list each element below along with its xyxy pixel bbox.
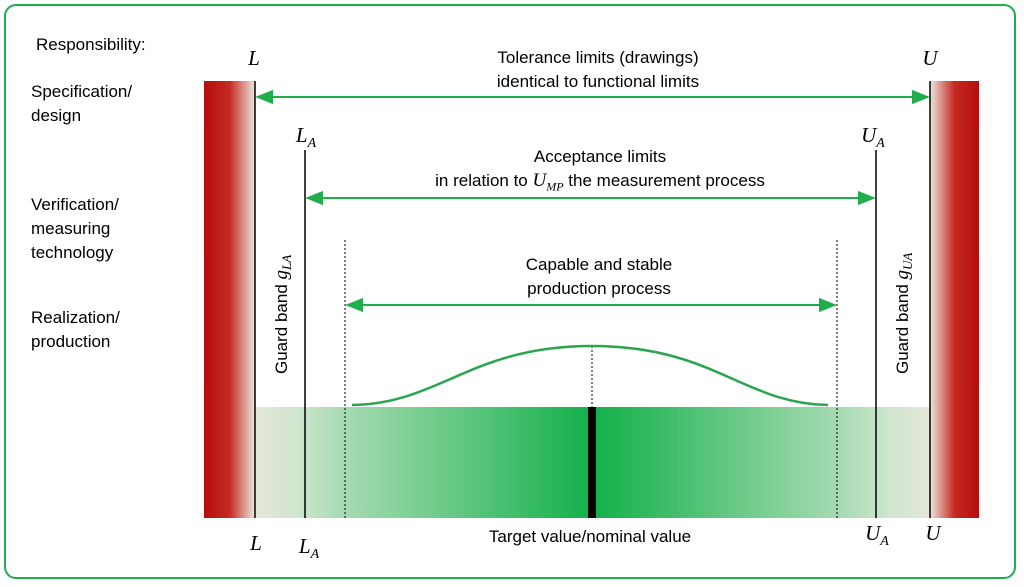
target-value-bar xyxy=(588,407,596,518)
guard-band-upper: Guard band gUA xyxy=(892,252,915,374)
upper-acceptance-bottom: UA xyxy=(865,521,889,549)
lower-limit-top: L xyxy=(248,46,260,70)
distribution-curve xyxy=(351,344,829,407)
tolerance-caption: Tolerance limits (drawings) identical to… xyxy=(496,48,700,91)
role-realization: Realization/ production xyxy=(31,308,120,351)
acceptance-caption: Acceptance limits in relation to UMP the… xyxy=(435,147,765,194)
upper-acceptance-top: UA xyxy=(861,123,885,151)
process-caption: Capable and stable production process xyxy=(525,255,673,298)
upper-limit-bottom: U xyxy=(925,521,941,545)
lower-limit-bottom: L xyxy=(250,531,262,555)
responsibility-label: Responsibility: xyxy=(36,35,146,54)
role-verification: Verification/ measuring technology xyxy=(31,195,119,262)
lower-acceptance-top: LA xyxy=(295,123,317,151)
diagram-frame xyxy=(4,4,1016,579)
guard-band-lower: Guard band gLA xyxy=(271,254,294,374)
lower-reject-zone xyxy=(204,81,255,518)
upper-limit-top: U xyxy=(922,46,938,70)
target-value-label: Target value/nominal value xyxy=(488,527,692,546)
lower-acceptance-bottom: LA xyxy=(298,534,320,562)
role-specification: Specification/ design xyxy=(31,82,133,125)
upper-reject-zone xyxy=(930,81,979,518)
